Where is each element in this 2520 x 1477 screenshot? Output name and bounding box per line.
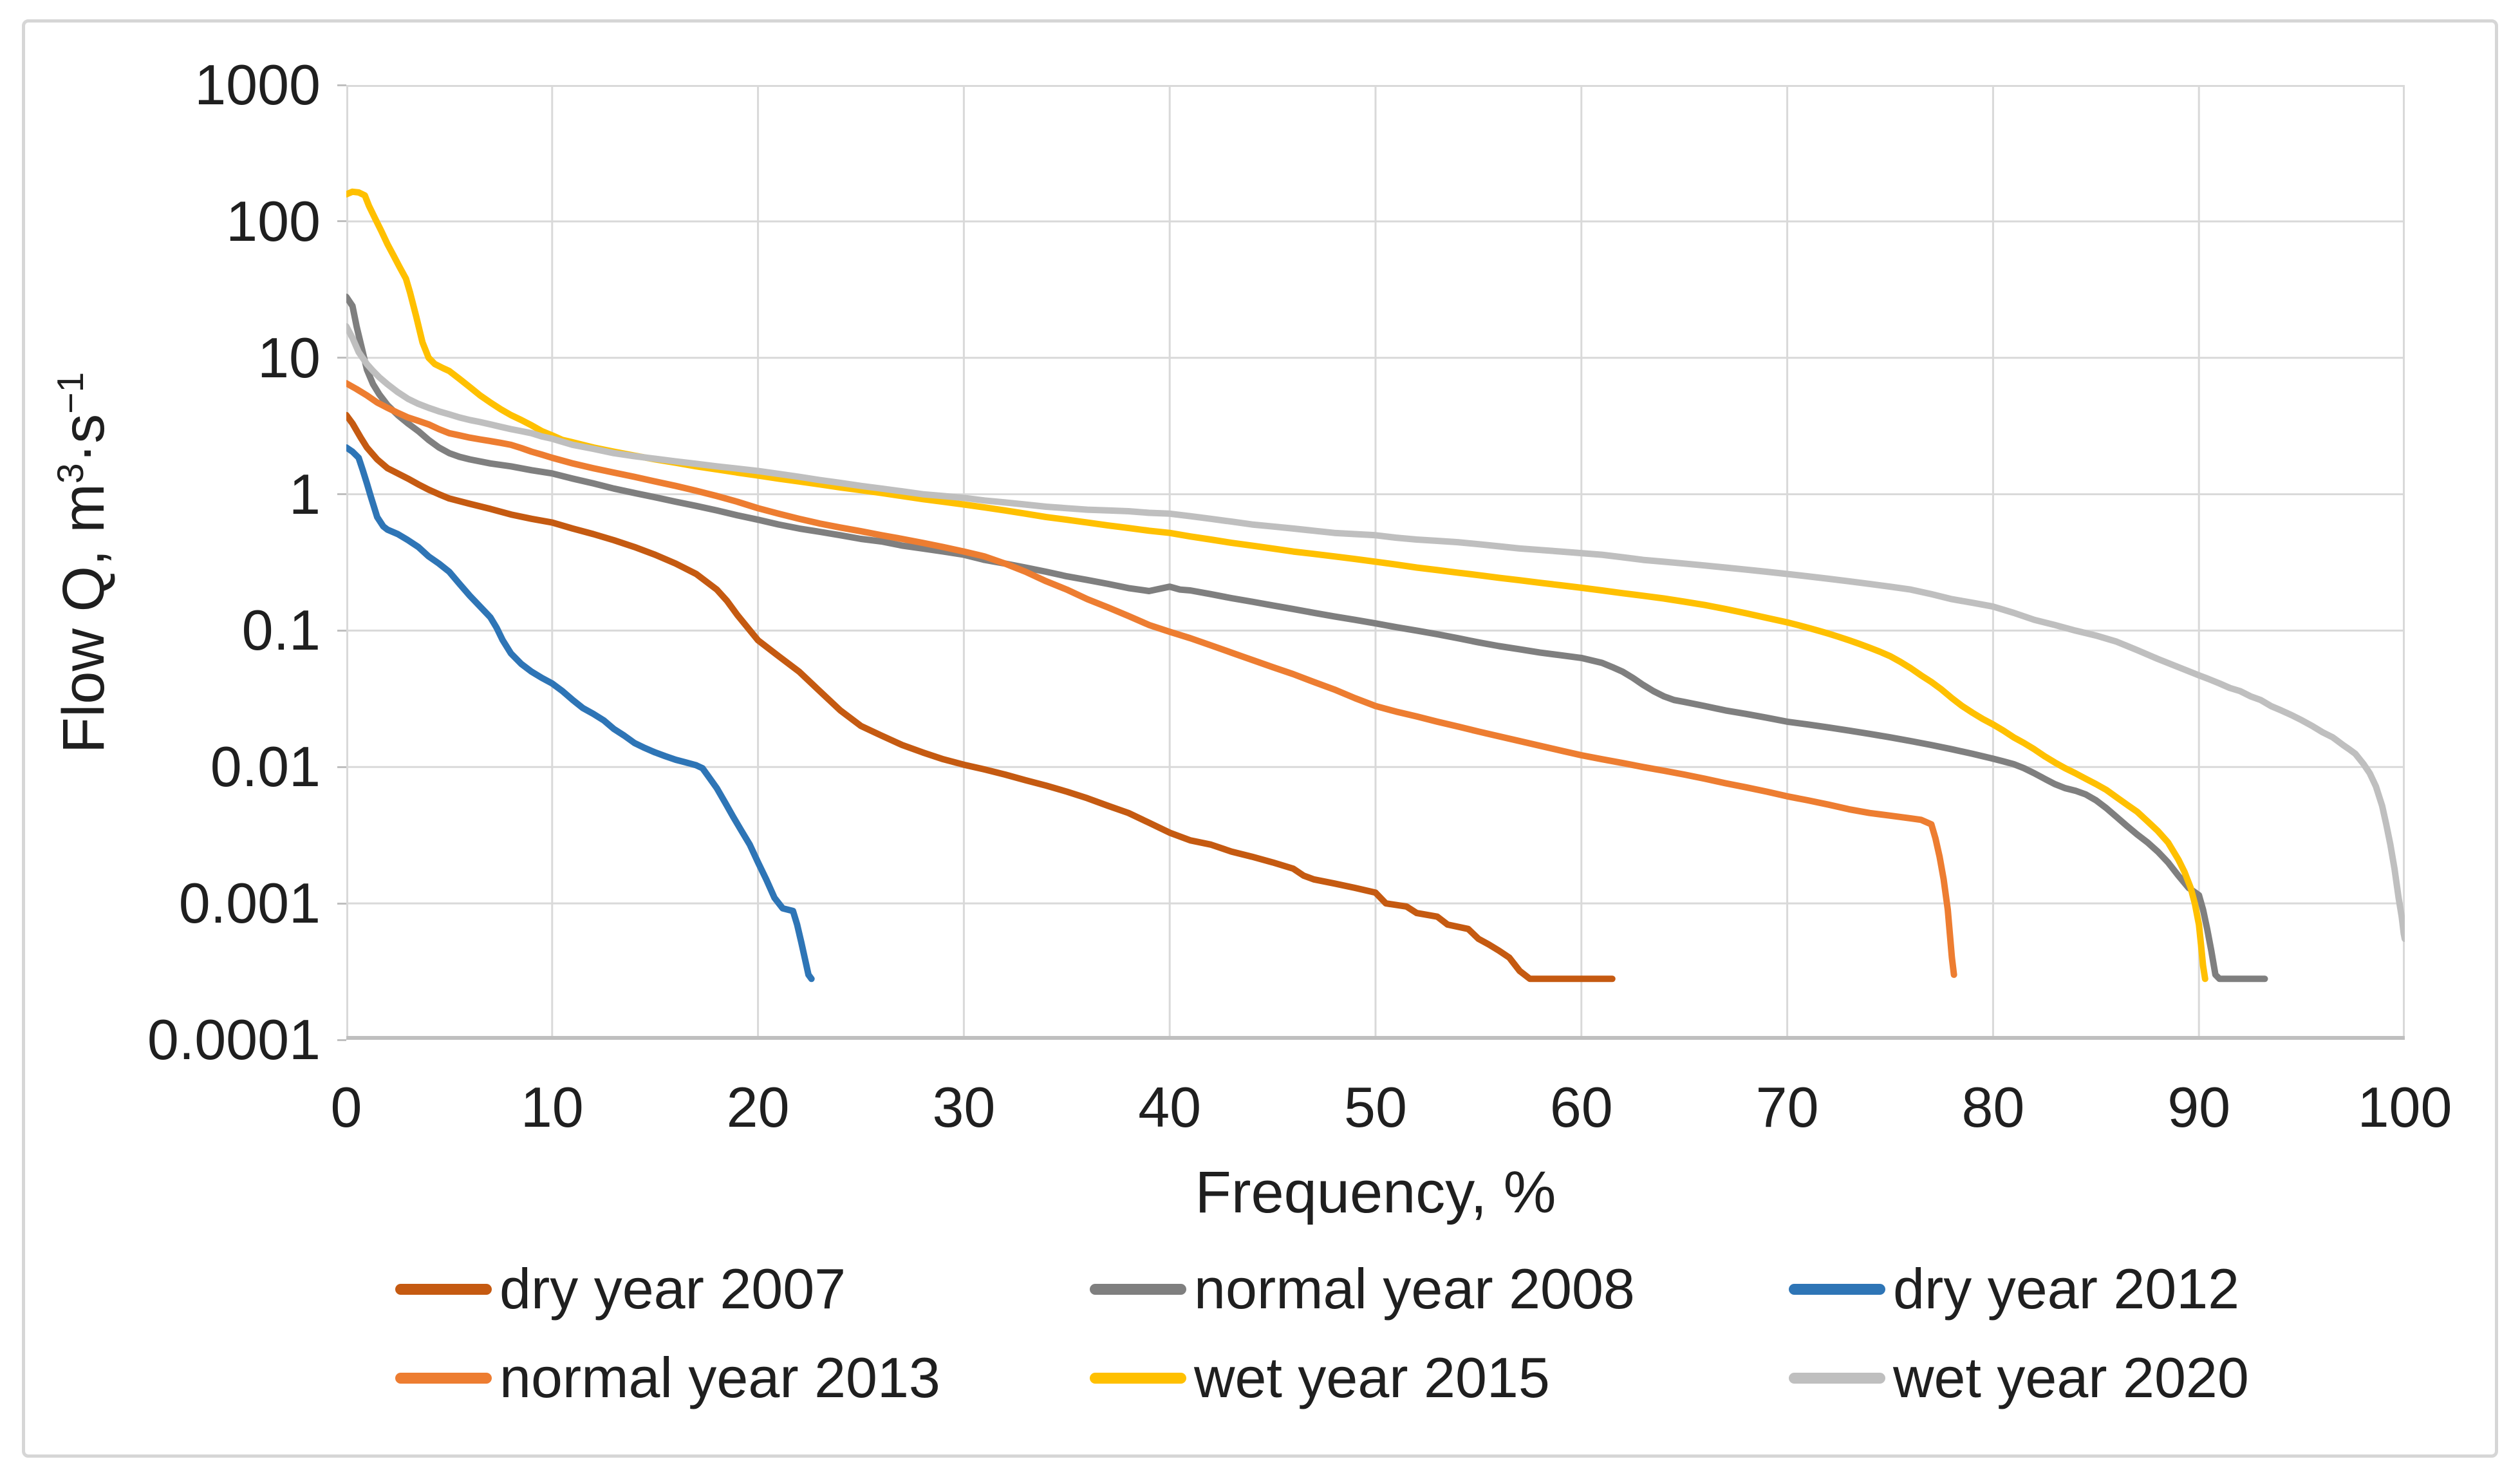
y-tick-mark <box>337 902 346 905</box>
series-line-dry-year-2012 <box>346 444 815 983</box>
y-tick-mark <box>337 629 346 632</box>
legend-label: wet year 2020 <box>1893 1346 2249 1409</box>
x-tick-label: 90 <box>2167 1075 2231 1139</box>
y-tick-label: 10 <box>257 325 321 390</box>
series-line-dry-year-2007 <box>346 411 1616 983</box>
legend-swatch-icon <box>1090 1283 1186 1295</box>
legend-label: dry year 2012 <box>1893 1257 2240 1321</box>
x-tick-label: 30 <box>932 1075 996 1139</box>
y-tick-label: 0.1 <box>241 598 321 663</box>
legend-swatch-icon <box>395 1372 492 1384</box>
x-tick-label: 10 <box>520 1075 584 1139</box>
y-tick-mark <box>337 357 346 359</box>
x-axis-title: Frequency, % <box>1195 1160 1556 1225</box>
legend-item-dry-year-2012: dry year 2012 <box>1789 1257 2391 1321</box>
legend-item-dry-year-2007: dry year 2007 <box>395 1257 1090 1321</box>
series-line-normal-year-2013 <box>346 380 1957 978</box>
y-tick-label: 100 <box>226 189 321 253</box>
legend-item-normal-year-2013: normal year 2013 <box>395 1346 1090 1410</box>
y-tick-label: 1000 <box>194 53 321 117</box>
legend-swatch-icon <box>395 1283 492 1295</box>
x-tick-label: 80 <box>1961 1075 2025 1139</box>
legend-label: normal year 2008 <box>1194 1257 1635 1321</box>
y-tick-mark <box>337 220 346 223</box>
y-tick-label: 0.001 <box>178 871 321 936</box>
x-tick-label: 40 <box>1138 1075 1202 1139</box>
x-tick-label: 50 <box>1344 1075 1407 1139</box>
legend-swatch-icon <box>1789 1372 1885 1384</box>
y-axis-title-superscript-minus1: −1 <box>50 372 92 414</box>
series-line-wet-year-2020 <box>346 323 2405 943</box>
legend-swatch-icon <box>1090 1372 1186 1384</box>
x-tick-label: 20 <box>726 1075 790 1139</box>
y-tick-mark <box>337 84 346 86</box>
plot-svg <box>346 85 2405 1040</box>
legend-item-normal-year-2008: normal year 2008 <box>1090 1257 1789 1321</box>
legend-swatch-icon <box>1789 1283 1885 1295</box>
y-tick-mark <box>337 1039 346 1041</box>
y-tick-label: 0.01 <box>210 735 321 799</box>
legend-item-wet-year-2015: wet year 2015 <box>1090 1346 1789 1410</box>
legend: dry year 2007 normal year 2008 dry year 20… <box>395 1257 2391 1410</box>
y-tick-mark <box>337 493 346 496</box>
y-tick-label: 1 <box>289 462 321 526</box>
series-line-normal-year-2008 <box>346 294 2268 983</box>
legend-label: wet year 2015 <box>1194 1346 1550 1409</box>
y-axis-title-unit-dot: ·s <box>50 413 117 464</box>
y-tick-label: 0.0001 <box>147 1008 321 1071</box>
y-axis-title: Flow Q, m3·s−1 <box>50 372 118 754</box>
x-tick-label: 60 <box>1549 1075 1613 1139</box>
y-tick-mark <box>337 766 346 768</box>
x-tick-label: 100 <box>2357 1075 2452 1139</box>
legend-label: normal year 2013 <box>499 1346 940 1409</box>
x-tick-label: 0 <box>330 1075 362 1139</box>
legend-item-wet-year-2020: wet year 2020 <box>1789 1346 2391 1410</box>
x-tick-label: 70 <box>1755 1075 1819 1139</box>
chart-outer-border <box>22 19 2498 1458</box>
series-line-wet-year-2015 <box>346 188 2208 983</box>
legend-label: dry year 2007 <box>499 1257 846 1321</box>
y-axis-title-text: Flow Q, m <box>50 484 117 754</box>
y-axis-title-superscript-3: 3 <box>50 463 92 484</box>
